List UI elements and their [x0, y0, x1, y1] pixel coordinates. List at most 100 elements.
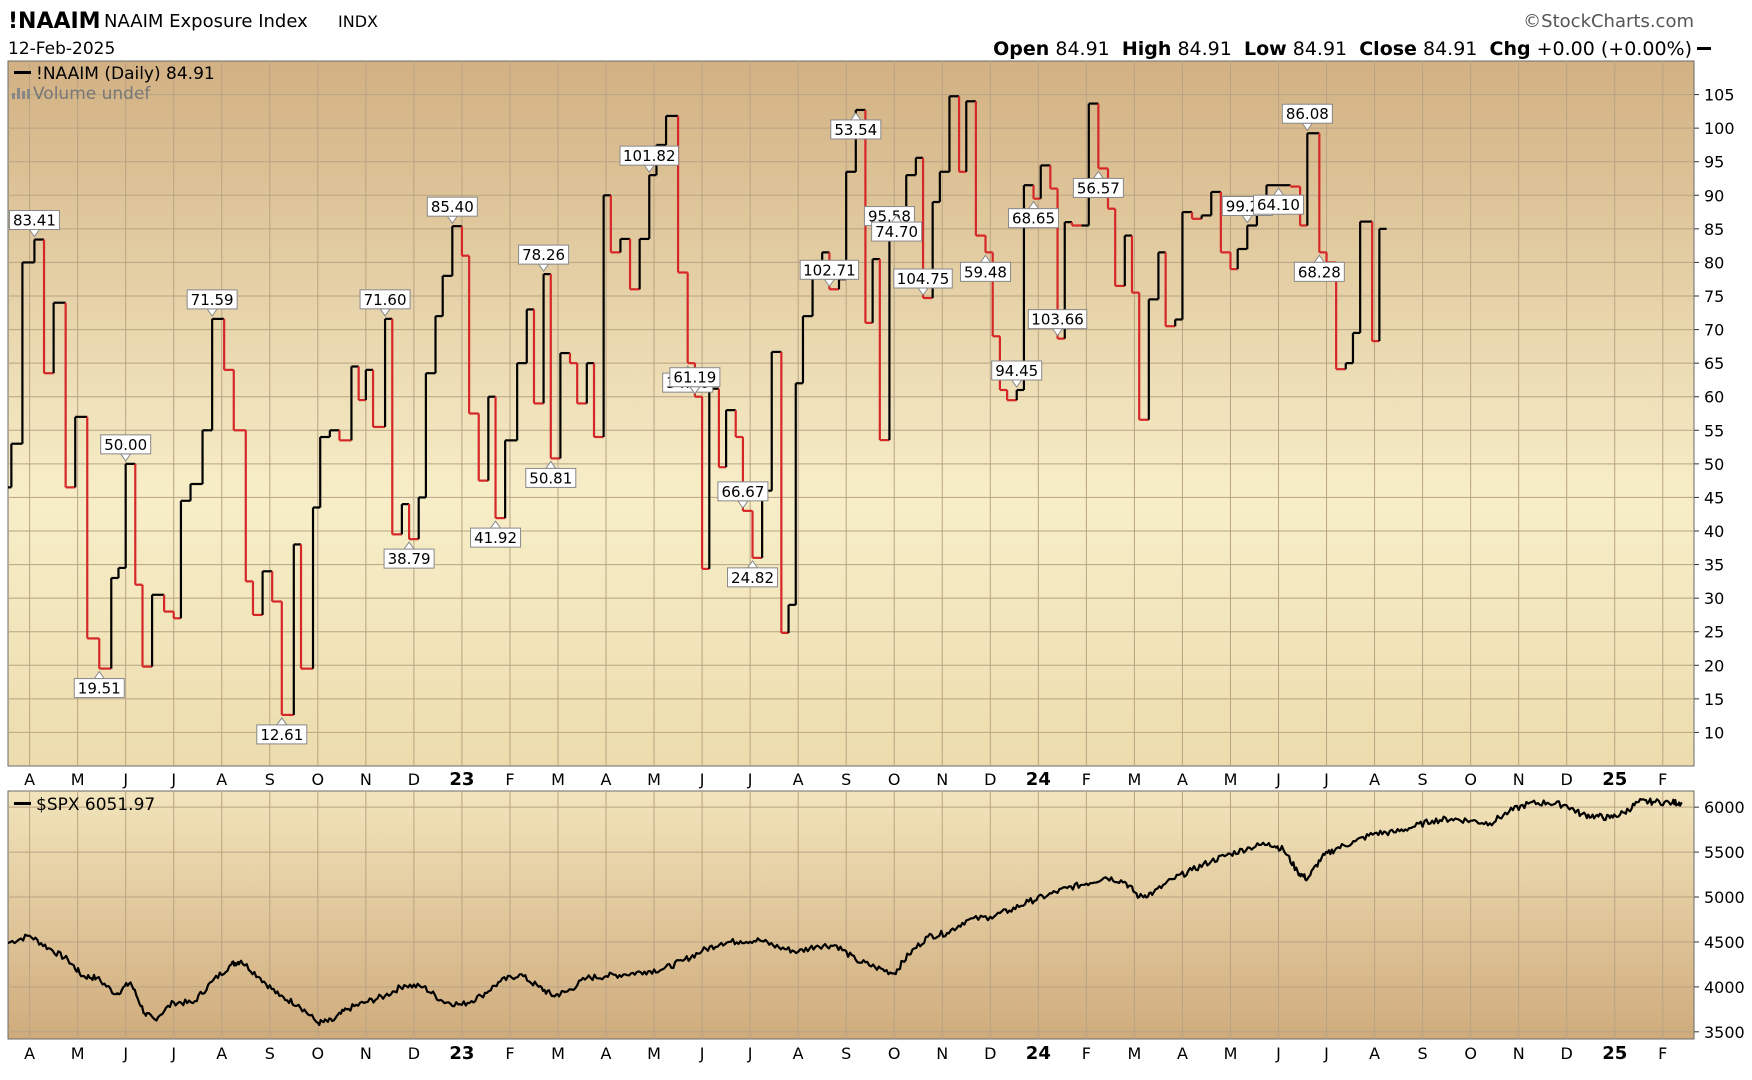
value-callout: 74.70: [871, 214, 923, 242]
callout-box: [256, 724, 308, 745]
x-tick-label: N: [936, 1044, 948, 1063]
x-tick-label: F: [505, 770, 514, 789]
value-callout: 53.54: [830, 112, 882, 140]
y-tick-label: 4000: [1704, 978, 1745, 997]
x-tick-label: M: [647, 1044, 661, 1063]
x-axis-top: A M J J A S O N D 23 F M A M J J A S O N D 24 F M A M J J A S O N D 25 F: [24, 769, 1667, 790]
x-tick-label: J: [747, 1044, 753, 1063]
value-callout: 101.82: [619, 145, 679, 174]
x-tick-label: A: [1369, 770, 1380, 789]
x-tick-label: D: [1561, 1044, 1573, 1063]
y-tick-label: 65: [1704, 354, 1724, 373]
x-tick-label: F: [1082, 770, 1091, 789]
x-tick-label: D: [1561, 770, 1573, 789]
callout-box: [426, 196, 478, 217]
x-tick-label: S: [1418, 770, 1428, 789]
spx-legend-text: $SPX 6051.97: [36, 795, 155, 815]
value-callout: 50.81: [525, 460, 577, 488]
callout-box: [619, 145, 679, 166]
callout-box: [830, 119, 882, 140]
y-tick-label: 5000: [1704, 888, 1745, 907]
callout-box: [73, 678, 125, 699]
callout-label: 59.48: [964, 263, 1007, 281]
x-tick-label: M: [647, 770, 661, 789]
callout-box: [525, 467, 577, 488]
naaim-grid: [8, 61, 1694, 766]
volume-legend-text: Volume undef: [33, 84, 151, 104]
value-callout: 41.92: [470, 520, 522, 548]
spx-series: [7, 797, 1683, 1027]
close-value: 84.91: [1423, 38, 1477, 60]
y-tick-label: 55: [1704, 421, 1724, 440]
naaim-legend: !NAAIM (Daily) 84.91 Volume undef: [12, 64, 215, 104]
callout-box: [991, 360, 1043, 381]
volume-bar-icon: [12, 93, 15, 99]
callout-box: [669, 367, 721, 388]
callout-box: [727, 567, 779, 588]
y-tick-label: 15: [1704, 690, 1724, 709]
callout-label: 24.82: [731, 569, 774, 587]
value-callout: 102.71: [799, 259, 860, 288]
x-tick-label: F: [1658, 1044, 1667, 1063]
callout-box: [717, 481, 769, 502]
y-tick-label: 95: [1704, 153, 1724, 172]
x-tick-label: O: [1464, 770, 1477, 789]
x-tick-label: M: [71, 1044, 85, 1063]
y-tick-label: 6000: [1704, 798, 1745, 817]
x-tick-label: A: [216, 1044, 227, 1063]
callout-box: [799, 259, 860, 280]
callout-label: 12.61: [260, 726, 303, 744]
x-tick-label: S: [841, 1044, 851, 1063]
callout-box: [1072, 177, 1124, 198]
y-tick-label: 100: [1704, 119, 1735, 138]
value-callout: 103.66: [1027, 309, 1088, 337]
x-tick-label: A: [24, 770, 35, 789]
x-tick-label: J: [1323, 770, 1329, 789]
value-callout: 56.57: [1072, 170, 1124, 198]
y-tick-label: 40: [1704, 522, 1724, 541]
ohlc-summary: Open 84.91 High 84.91 Low 84.91 Close 84…: [993, 38, 1711, 60]
high-label: High: [1122, 38, 1172, 60]
y-tick-label: 30: [1704, 589, 1724, 608]
low-value: 84.91: [1293, 38, 1347, 60]
y-tick-label: 10: [1704, 723, 1724, 742]
callout-box: [1293, 261, 1345, 282]
value-callout: 68.28: [1293, 254, 1345, 282]
callout-box: [186, 289, 238, 310]
x-tick-label: O: [312, 770, 325, 789]
x-tick-label: A: [1177, 1044, 1188, 1063]
x-tick-label: 23: [449, 769, 474, 790]
callout-box: [8, 210, 60, 231]
y-tick-label: 35: [1704, 556, 1724, 575]
x-tick-label: M: [71, 770, 85, 789]
value-callout: 61.19: [669, 367, 721, 395]
low-label: Low: [1244, 38, 1287, 60]
y-tick-label: 80: [1704, 253, 1724, 272]
x-tick-label: 23: [449, 1043, 474, 1064]
spx-line: [7, 797, 1683, 1027]
y-tick-label: 4500: [1704, 933, 1745, 952]
spx-legend-line-icon: [14, 802, 31, 805]
x-tick-label: N: [1513, 1044, 1525, 1063]
y-tick-label: 70: [1704, 321, 1724, 340]
x-tick-label: O: [1464, 1044, 1477, 1063]
callout-box: [871, 221, 923, 242]
x-tick-label: A: [793, 1044, 804, 1063]
y-tick-label: 90: [1704, 186, 1724, 205]
value-callout: 86.08: [1281, 103, 1333, 132]
naaim-legend-text: !NAAIM (Daily) 84.91: [36, 64, 215, 84]
x-tick-label: M: [1224, 1044, 1238, 1063]
y-tick-label: 75: [1704, 287, 1724, 306]
x-tick-label: J: [699, 770, 705, 789]
y-tick-label: 105: [1704, 86, 1735, 105]
x-tick-label: N: [1513, 770, 1525, 789]
x-tick-label: 24: [1026, 1043, 1051, 1064]
x-tick-label: 25: [1602, 1043, 1627, 1064]
value-callout: 50.00: [100, 434, 152, 462]
x-tick-label: N: [936, 770, 948, 789]
symbol-title: !NAAIM: [8, 9, 101, 34]
value-callout: 59.48: [959, 254, 1011, 282]
value-callout: 104.75: [893, 268, 953, 296]
value-callout: 83.41: [8, 210, 60, 238]
